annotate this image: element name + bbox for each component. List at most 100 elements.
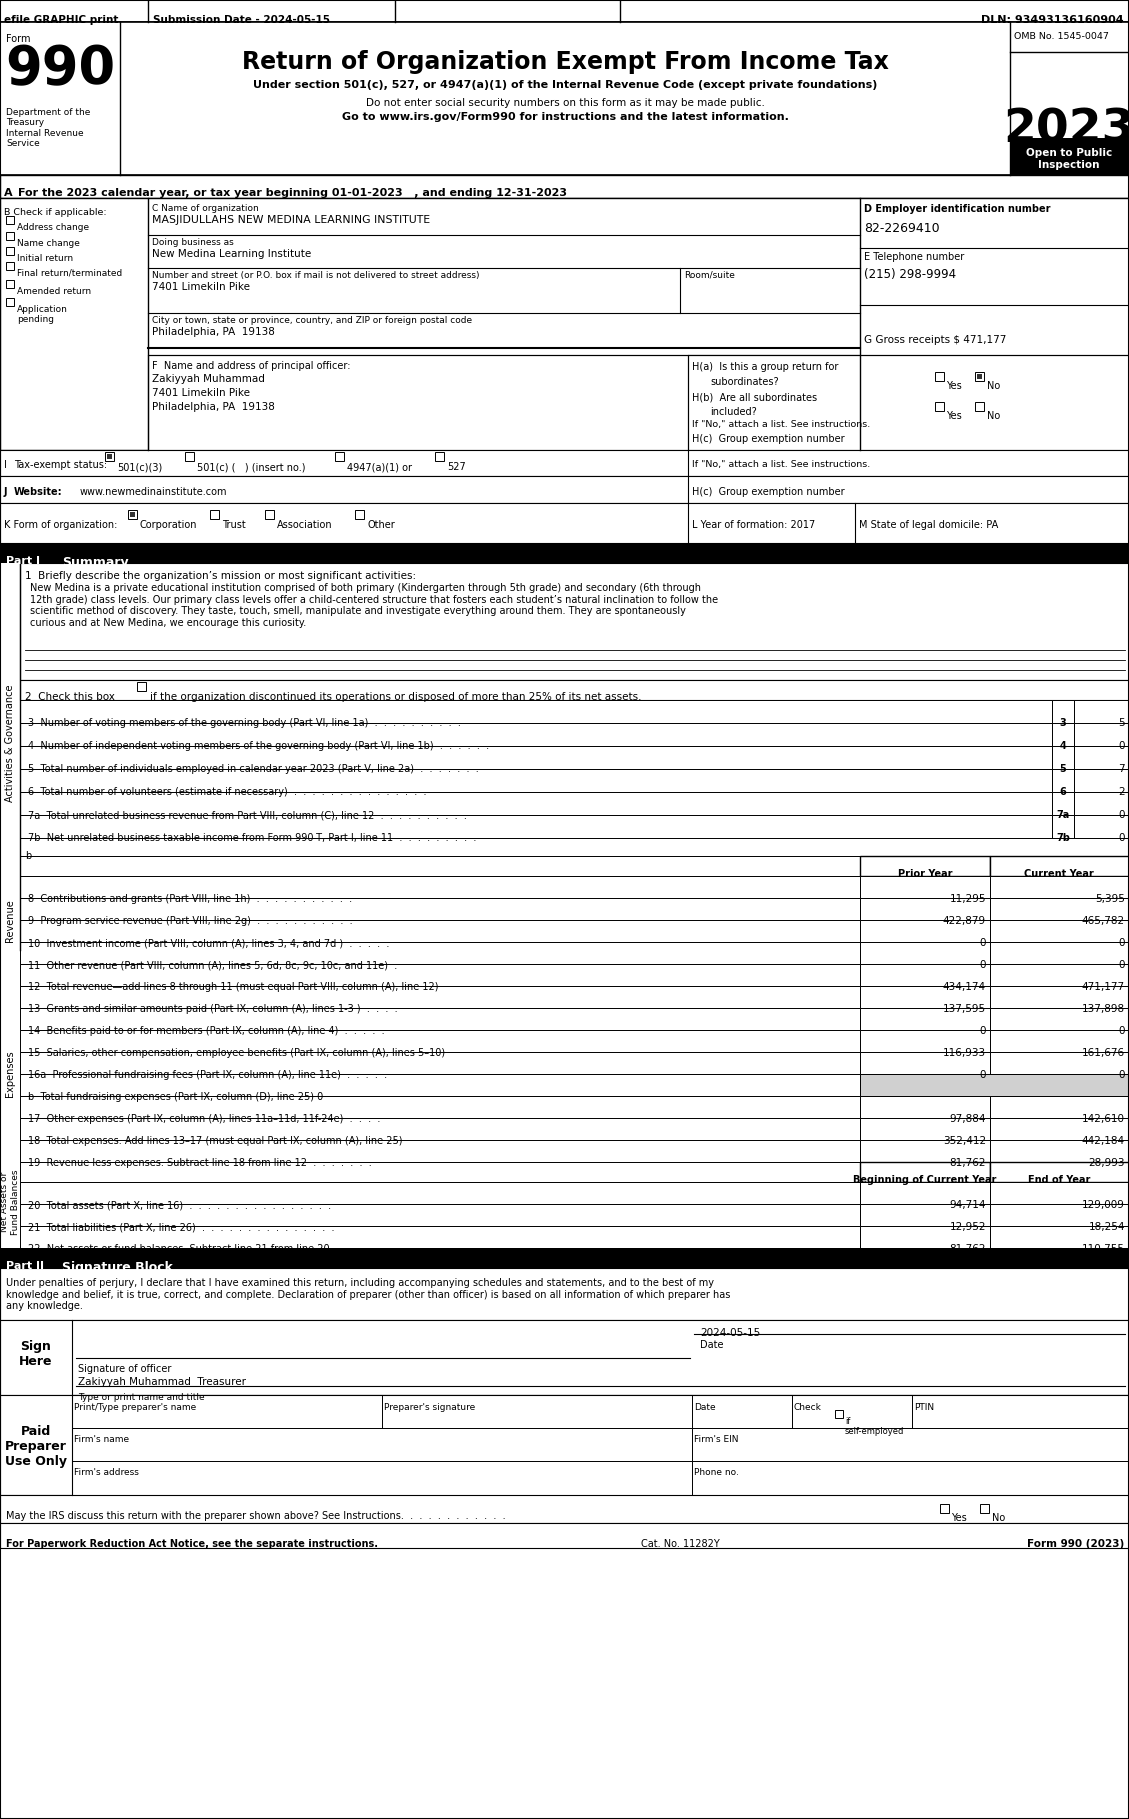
Text: 4  Number of independent voting members of the governing body (Part VI, line 1b): 4 Number of independent voting members o…: [28, 740, 489, 751]
Bar: [128, 509, 137, 518]
Bar: [20, 769, 1052, 791]
Bar: [860, 1141, 990, 1162]
Bar: [860, 964, 990, 986]
Bar: [20, 920, 860, 942]
Bar: [793, 1395, 912, 1428]
Bar: [0, 1321, 1129, 1395]
Bar: [0, 1248, 1129, 1268]
Bar: [20, 1051, 860, 1073]
Bar: [977, 373, 982, 380]
Text: 6  Total number of volunteers (estimate if necessary)  .  .  .  .  .  .  .  .  .: 6 Total number of volunteers (estimate i…: [28, 788, 427, 797]
Text: 11,295: 11,295: [949, 893, 986, 904]
Bar: [0, 175, 1129, 198]
Text: Beginning of Current Year: Beginning of Current Year: [854, 1175, 997, 1184]
Text: End of Year: End of Year: [1027, 1175, 1091, 1184]
Bar: [860, 857, 990, 877]
Text: 2023: 2023: [1004, 107, 1129, 153]
Text: 990: 990: [5, 44, 115, 95]
Text: Type or print name and title: Type or print name and title: [78, 1393, 204, 1402]
Text: If "No," attach a list. See instructions.: If "No," attach a list. See instructions…: [692, 420, 870, 429]
Text: if
self-employed: if self-employed: [844, 1417, 904, 1437]
Text: Do not enter social security numbers on this form as it may be made public.: Do not enter social security numbers on …: [366, 98, 764, 107]
Bar: [20, 722, 1052, 746]
Bar: [692, 1461, 1129, 1495]
Text: 7: 7: [1119, 764, 1124, 775]
Text: 7a: 7a: [1057, 809, 1069, 820]
Bar: [0, 22, 1129, 175]
Bar: [20, 1008, 860, 1030]
Text: Paid
Preparer
Use Only: Paid Preparer Use Only: [5, 1424, 67, 1468]
Bar: [990, 1030, 1129, 1051]
Bar: [692, 1395, 793, 1428]
Text: Preparer's signature: Preparer's signature: [384, 1402, 475, 1412]
Bar: [20, 1226, 860, 1248]
Text: For the 2023 calendar year, or tax year beginning 01-01-2023   , and ending 12-3: For the 2023 calendar year, or tax year …: [18, 187, 567, 198]
Text: 129,009: 129,009: [1082, 1201, 1124, 1210]
Text: 18  Total expenses. Add lines 13–17 (must equal Part IX, column (A), line 25): 18 Total expenses. Add lines 13–17 (must…: [28, 1137, 403, 1146]
Bar: [860, 1226, 990, 1248]
Text: 2: 2: [1119, 788, 1124, 797]
Bar: [185, 451, 194, 460]
Text: 81,762: 81,762: [949, 1159, 986, 1168]
Bar: [20, 857, 860, 877]
Text: 17  Other expenses (Part IX, column (A), lines 11a–11d, 11f-24e)  .  .  .  .: 17 Other expenses (Part IX, column (A), …: [28, 1113, 380, 1124]
Text: 0: 0: [1119, 740, 1124, 751]
Text: 422,879: 422,879: [943, 917, 986, 926]
Bar: [860, 899, 990, 920]
Text: if the organization discontinued its operations or disposed of more than 25% of : if the organization discontinued its ope…: [150, 691, 641, 702]
Text: Initial return: Initial return: [17, 255, 73, 264]
Bar: [860, 877, 990, 899]
Bar: [72, 1395, 382, 1428]
Text: subordinates?: subordinates?: [710, 377, 779, 387]
Bar: [435, 451, 444, 460]
Bar: [148, 355, 860, 449]
Text: 0: 0: [1119, 960, 1124, 970]
Bar: [1052, 700, 1074, 722]
Text: Firm's address: Firm's address: [75, 1468, 139, 1477]
Text: Firm's EIN: Firm's EIN: [694, 1435, 738, 1444]
Text: Current Year: Current Year: [1024, 869, 1094, 879]
Bar: [990, 857, 1129, 877]
Text: 7a  Total unrelated business revenue from Part VIII, column (C), line 12  .  .  : 7a Total unrelated business revenue from…: [28, 809, 467, 820]
Text: Yes: Yes: [946, 411, 962, 420]
Text: PTIN: PTIN: [914, 1402, 934, 1412]
Bar: [20, 1204, 860, 1226]
Bar: [860, 1030, 990, 1051]
Bar: [20, 746, 1052, 769]
Text: Doing business as: Doing business as: [152, 238, 234, 247]
Bar: [990, 1051, 1129, 1073]
Text: 0: 0: [980, 939, 986, 948]
Text: Association: Association: [277, 520, 333, 529]
Text: www.newmedinainstitute.com: www.newmedinainstitute.com: [80, 487, 228, 497]
Text: For Paperwork Reduction Act Notice, see the separate instructions.: For Paperwork Reduction Act Notice, see …: [6, 1539, 378, 1550]
Text: 18,254: 18,254: [1088, 1222, 1124, 1231]
Bar: [688, 355, 1129, 449]
Text: 22  Net assets or fund balances. Subtract line 21 from line 20  .  .  .  .  .  .: 22 Net assets or fund balances. Subtract…: [28, 1244, 394, 1253]
Text: Yes: Yes: [946, 380, 962, 391]
Text: Return of Organization Exempt From Income Tax: Return of Organization Exempt From Incom…: [242, 49, 889, 75]
Text: 6: 6: [1060, 788, 1067, 797]
Text: (215) 298-9994: (215) 298-9994: [864, 267, 956, 280]
Bar: [990, 1182, 1129, 1204]
Bar: [692, 1428, 1129, 1461]
Text: 110,755: 110,755: [1082, 1244, 1124, 1253]
Text: Address change: Address change: [17, 224, 89, 233]
Text: No: No: [987, 380, 1000, 391]
Text: If "No," attach a list. See instructions.: If "No," attach a list. See instructions…: [692, 460, 870, 469]
Text: 0: 0: [1119, 1026, 1124, 1037]
Text: 16a  Professional fundraising fees (Part IX, column (A), line 11e)  .  .  .  .  : 16a Professional fundraising fees (Part …: [28, 1070, 387, 1080]
Text: 94,714: 94,714: [949, 1201, 986, 1210]
Text: C Name of organization: C Name of organization: [152, 204, 259, 213]
Text: 12,952: 12,952: [949, 1222, 986, 1231]
Bar: [20, 1182, 860, 1204]
Text: 0: 0: [980, 1026, 986, 1037]
Text: 7401 Limekiln Pike: 7401 Limekiln Pike: [152, 387, 250, 398]
Text: Under penalties of perjury, I declare that I have examined this return, includin: Under penalties of perjury, I declare th…: [6, 1279, 730, 1311]
Bar: [990, 1226, 1129, 1248]
Text: Date: Date: [694, 1402, 716, 1412]
Text: Prior Year: Prior Year: [898, 869, 952, 879]
Text: Go to www.irs.gov/Form990 for instructions and the latest information.: Go to www.irs.gov/Form990 for instructio…: [342, 113, 788, 122]
Text: 501(c) (   ) (insert no.): 501(c) ( ) (insert no.): [196, 462, 306, 471]
Bar: [210, 509, 219, 518]
Text: efile GRAPHIC print: efile GRAPHIC print: [5, 15, 119, 25]
